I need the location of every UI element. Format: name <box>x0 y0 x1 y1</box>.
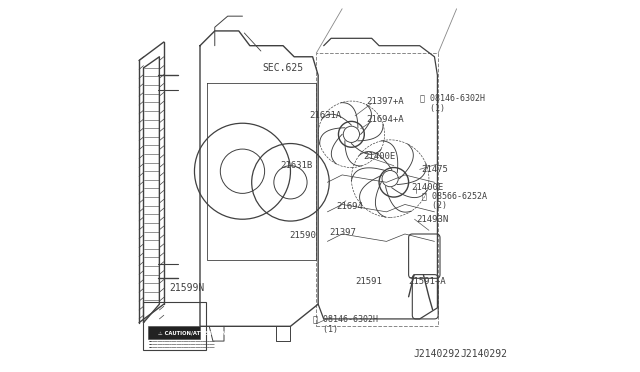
Text: J2140292: J2140292 <box>413 349 460 359</box>
Text: SEC.625: SEC.625 <box>263 63 304 73</box>
Text: ────────────────────────────: ──────────────────────────── <box>148 340 215 344</box>
Text: 21397: 21397 <box>329 228 356 237</box>
Text: 21493N: 21493N <box>416 215 448 224</box>
Text: Ⓒ 08146-6302H
  (1): Ⓒ 08146-6302H (1) <box>420 93 484 113</box>
Text: 21397+A: 21397+A <box>366 97 404 106</box>
Text: 21694: 21694 <box>337 202 364 211</box>
Text: ────────────────────────────: ──────────────────────────── <box>148 343 215 347</box>
Text: 21475: 21475 <box>422 165 449 174</box>
Bar <box>143 302 205 350</box>
Text: 21400E: 21400E <box>364 152 396 161</box>
Text: 21694+A: 21694+A <box>366 115 404 124</box>
Text: ────────────────────────────: ──────────────────────────── <box>148 346 215 350</box>
Text: 21631A: 21631A <box>309 111 341 121</box>
Text: 21591: 21591 <box>355 278 382 286</box>
Text: ⚠ CAUTION/ATTENTION: ⚠ CAUTION/ATTENTION <box>157 330 226 335</box>
Text: J2140292: J2140292 <box>460 349 508 359</box>
Text: Ⓢ 08566-6252A
  (2): Ⓢ 08566-6252A (2) <box>422 191 486 211</box>
Text: Ⓑ 08146-6302H
  (1): Ⓑ 08146-6302H (1) <box>312 315 378 334</box>
Text: 21591+A: 21591+A <box>408 278 446 286</box>
Text: 21400E: 21400E <box>412 183 444 192</box>
Text: 21599N: 21599N <box>170 283 205 292</box>
Bar <box>148 326 200 339</box>
Text: 21631B: 21631B <box>280 161 313 170</box>
Text: 21590: 21590 <box>290 231 317 240</box>
